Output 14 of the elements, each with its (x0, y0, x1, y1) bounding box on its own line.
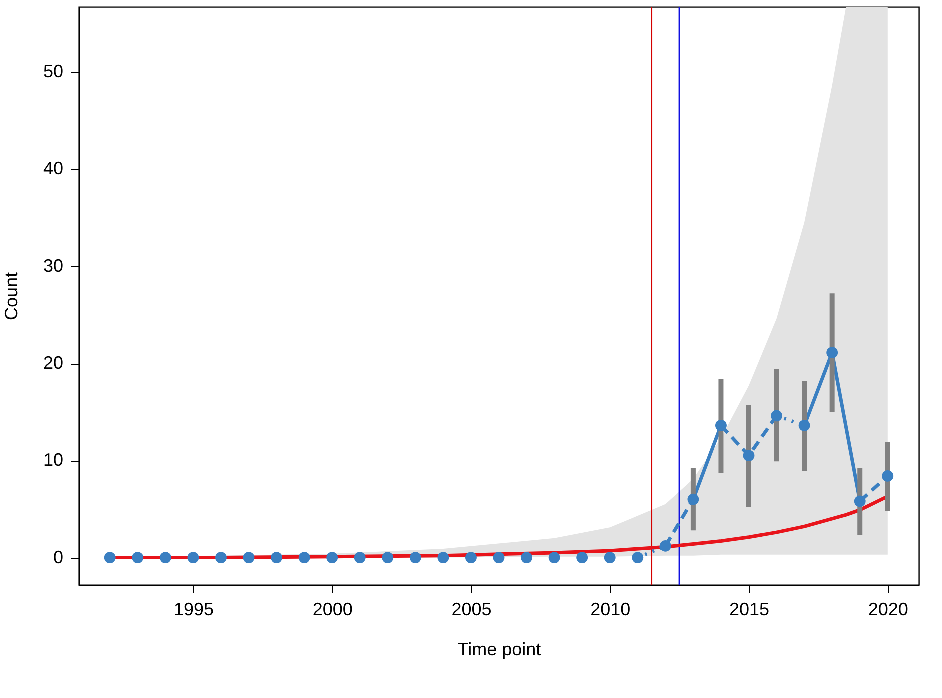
y-tick-label: 30 (43, 256, 64, 276)
x-tick-label: 2020 (868, 600, 908, 620)
y-axis-title: Count (1, 272, 22, 321)
x-tick-label: 1995 (174, 600, 214, 620)
y-tick-label: 20 (43, 353, 64, 374)
x-tick-label: 2015 (729, 600, 770, 620)
y-tick-label: 10 (43, 450, 64, 470)
x-axis-title: Time point (458, 640, 542, 660)
y-tick-label: 40 (43, 158, 64, 179)
x-tick-label: 2000 (312, 600, 353, 620)
x-tick-label: 2010 (590, 600, 631, 620)
x-tick-label: 2005 (452, 600, 492, 620)
y-tick-label: 50 (43, 62, 64, 82)
y-tick-label: 0 (53, 547, 64, 568)
